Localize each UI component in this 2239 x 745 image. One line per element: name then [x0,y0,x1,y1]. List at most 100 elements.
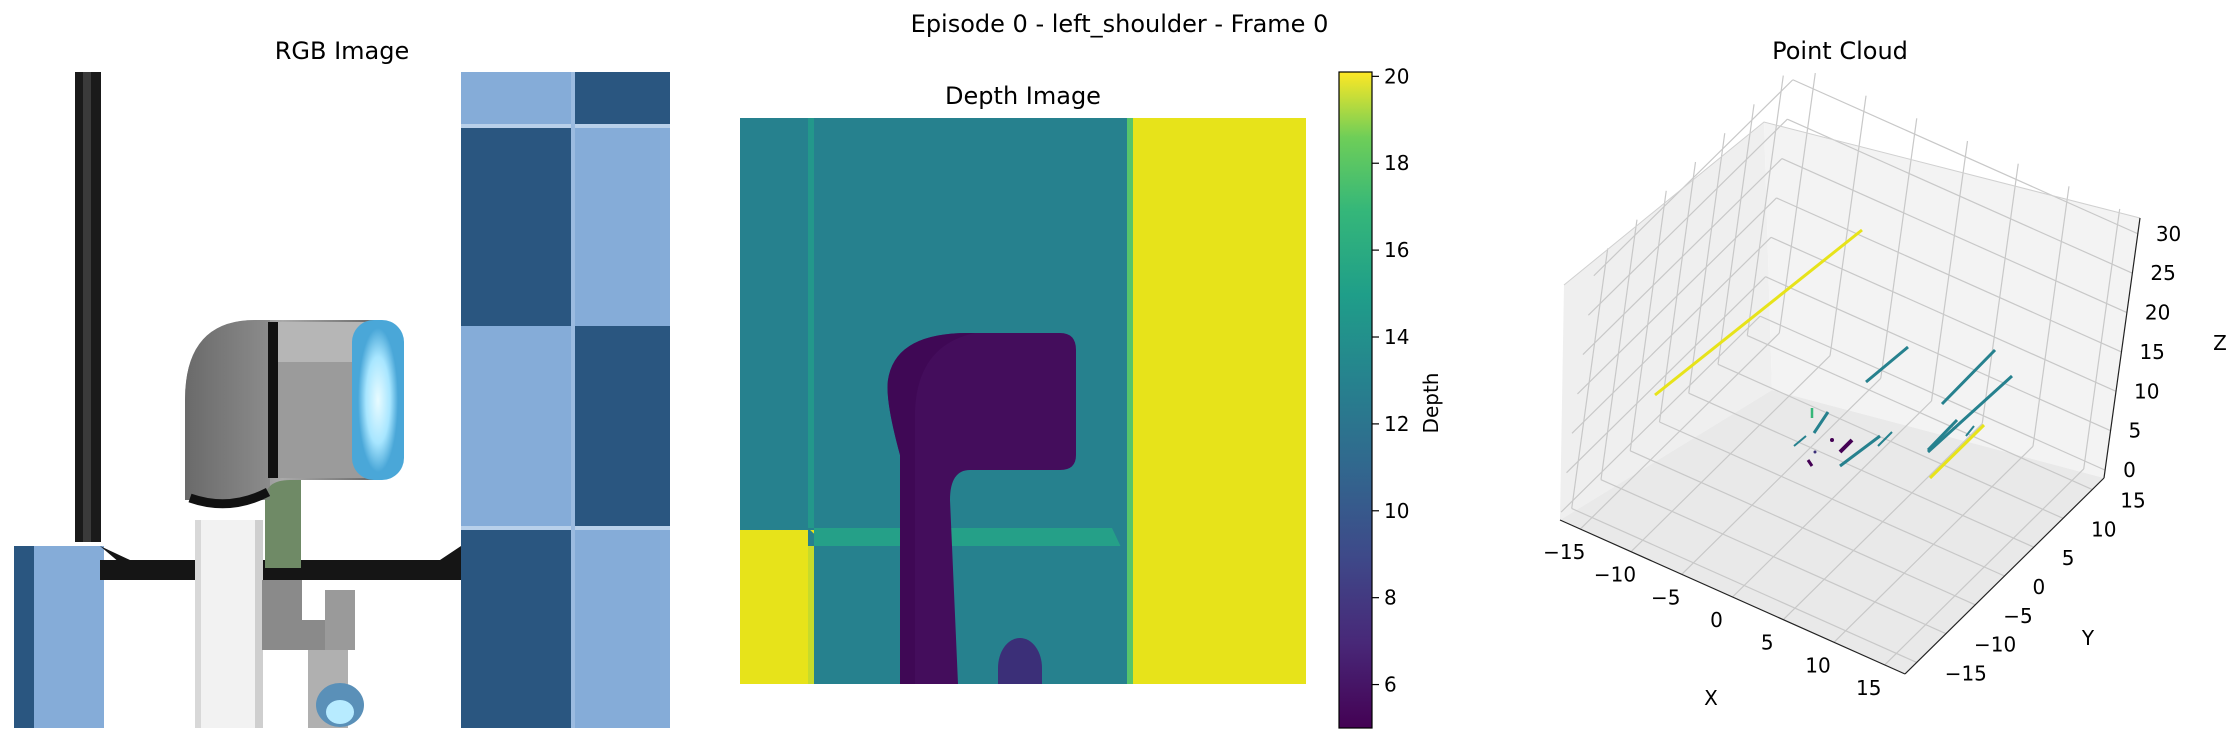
pc-segment-wall-7 [1793,435,1807,447]
x-tick-label: 5 [1761,631,1774,655]
gridline [1659,421,2005,577]
x-tick-label: 0 [1710,608,1723,632]
x-tick-label: −5 [1651,585,1680,609]
rgb-image [14,72,670,728]
gridline [1560,315,1761,513]
gridline [1577,197,1777,395]
gridline [1776,197,2122,353]
x-axis-line [1559,519,1906,675]
colorbar-tick-label: 10 [1384,499,1409,523]
gridline [1600,479,1947,635]
gridline [1587,118,1788,316]
x-tick-label: 15 [1856,676,1881,700]
depth-colorbar: 6 8 10 12 14 16 18 20 [1338,64,1409,729]
x-tick-label: 10 [1805,653,1830,677]
x-axis-label: X [1704,686,1718,710]
gridline [1571,507,1917,664]
gridline [1717,363,2064,519]
gridline [2083,208,2121,470]
pc-segment-wall-2 [1926,418,1959,452]
gridline [1792,79,2139,235]
depth-region-ledge [814,528,1127,546]
colorbar-ticks: 6 8 10 12 14 16 18 20 [1372,64,1409,697]
x-tick-label: −15 [1543,540,1585,564]
depth-image [740,118,1306,684]
colorbar-tick-label: 14 [1384,325,1409,349]
depth-region-far-floor [1127,118,1306,684]
gridline [1981,163,2019,424]
z-axis-label: Z [2213,331,2227,355]
y-tick-label: 0 [2033,575,2046,599]
gridline [1770,236,2117,392]
gridline [1593,79,1794,277]
z-tick-label: 10 [2134,379,2159,403]
z-tick-label: 25 [2150,261,2175,285]
y-tick-label: −10 [1974,633,2016,657]
figure-title: Episode 0 - left_shoulder - Frame 0 [910,10,1329,38]
z-tick-label: 5 [2129,419,2142,443]
colorbar-tick-label: 18 [1384,151,1409,175]
gridline [1930,140,1969,402]
depth-image-title: Depth Image [945,82,1101,110]
gridline [1688,133,1726,394]
gridline [1880,118,1918,379]
rgb-image-title: RGB Image [274,37,410,65]
z-tick-label: 20 [2145,301,2170,325]
y-tick-label: −5 [2003,604,2032,628]
pc-segment-far-floor-2 [1928,423,1986,480]
pc-segment-far-floor-1 [1654,228,1863,397]
colorbar-tick-label: 6 [1384,673,1397,697]
z-tick-label: 15 [2139,340,2164,364]
gridline [1781,157,2128,314]
y-tick-label: 10 [2091,517,2116,541]
gridline [1566,276,1766,474]
y-axis-label: Y [2081,626,2095,650]
gridline [1571,236,1772,434]
pc-segment-arm-1 [1838,438,1854,454]
x-tick-label: −10 [1594,563,1636,587]
pc-segment-wall-9 [1965,425,1975,437]
pane-left [1560,122,1772,520]
gridline [1787,118,2133,274]
pc-segment-wall-1 [1865,345,1909,384]
gridline [1629,190,1667,451]
gridline [1717,104,1755,365]
colorbar-tick-label: 20 [1384,64,1409,88]
gridline [1765,276,2111,432]
pc-segment-wall-5 [1812,411,1830,434]
pc-segment-arm-2 [1806,459,1814,467]
depth-region-arm [887,333,1076,684]
pane-floor [1560,390,2104,674]
gridline [1829,95,1867,356]
point-cloud-title: Point Cloud [1772,37,1908,65]
y-axis-line [1904,477,2105,675]
pc-segment-wall-3 [1940,348,1997,406]
y-tick-label: 15 [2120,489,2145,513]
gridline [1571,248,1609,509]
pane-back [1764,122,2140,478]
pc-segment-wall-8 [1877,431,1893,447]
z-tick-label: 30 [2156,222,2181,246]
gridline [1746,75,1784,336]
y-tick-label: −15 [1945,661,1987,685]
colorbar-tick-label: 8 [1384,586,1397,610]
pc-point-arm-3 [1830,438,1834,442]
pc-point-arm-4 [1813,450,1817,454]
gridline [1759,315,2106,471]
gridline [1629,450,1976,606]
pc-segment-wall-6 [1839,434,1881,468]
colorbar-tick-label: 12 [1384,412,1409,436]
pc-data [1654,228,2014,480]
pc-gridlines [1560,72,2139,666]
pc-segment-wall-4 [1926,374,2014,454]
gridline [1658,161,1697,423]
colorbar-label: Depth [1419,373,1443,434]
z-axis-line [2103,217,2141,479]
gridline [1600,219,1638,480]
gridline [2032,186,2070,447]
gridline [1582,158,1783,355]
gridline [1747,334,2093,491]
